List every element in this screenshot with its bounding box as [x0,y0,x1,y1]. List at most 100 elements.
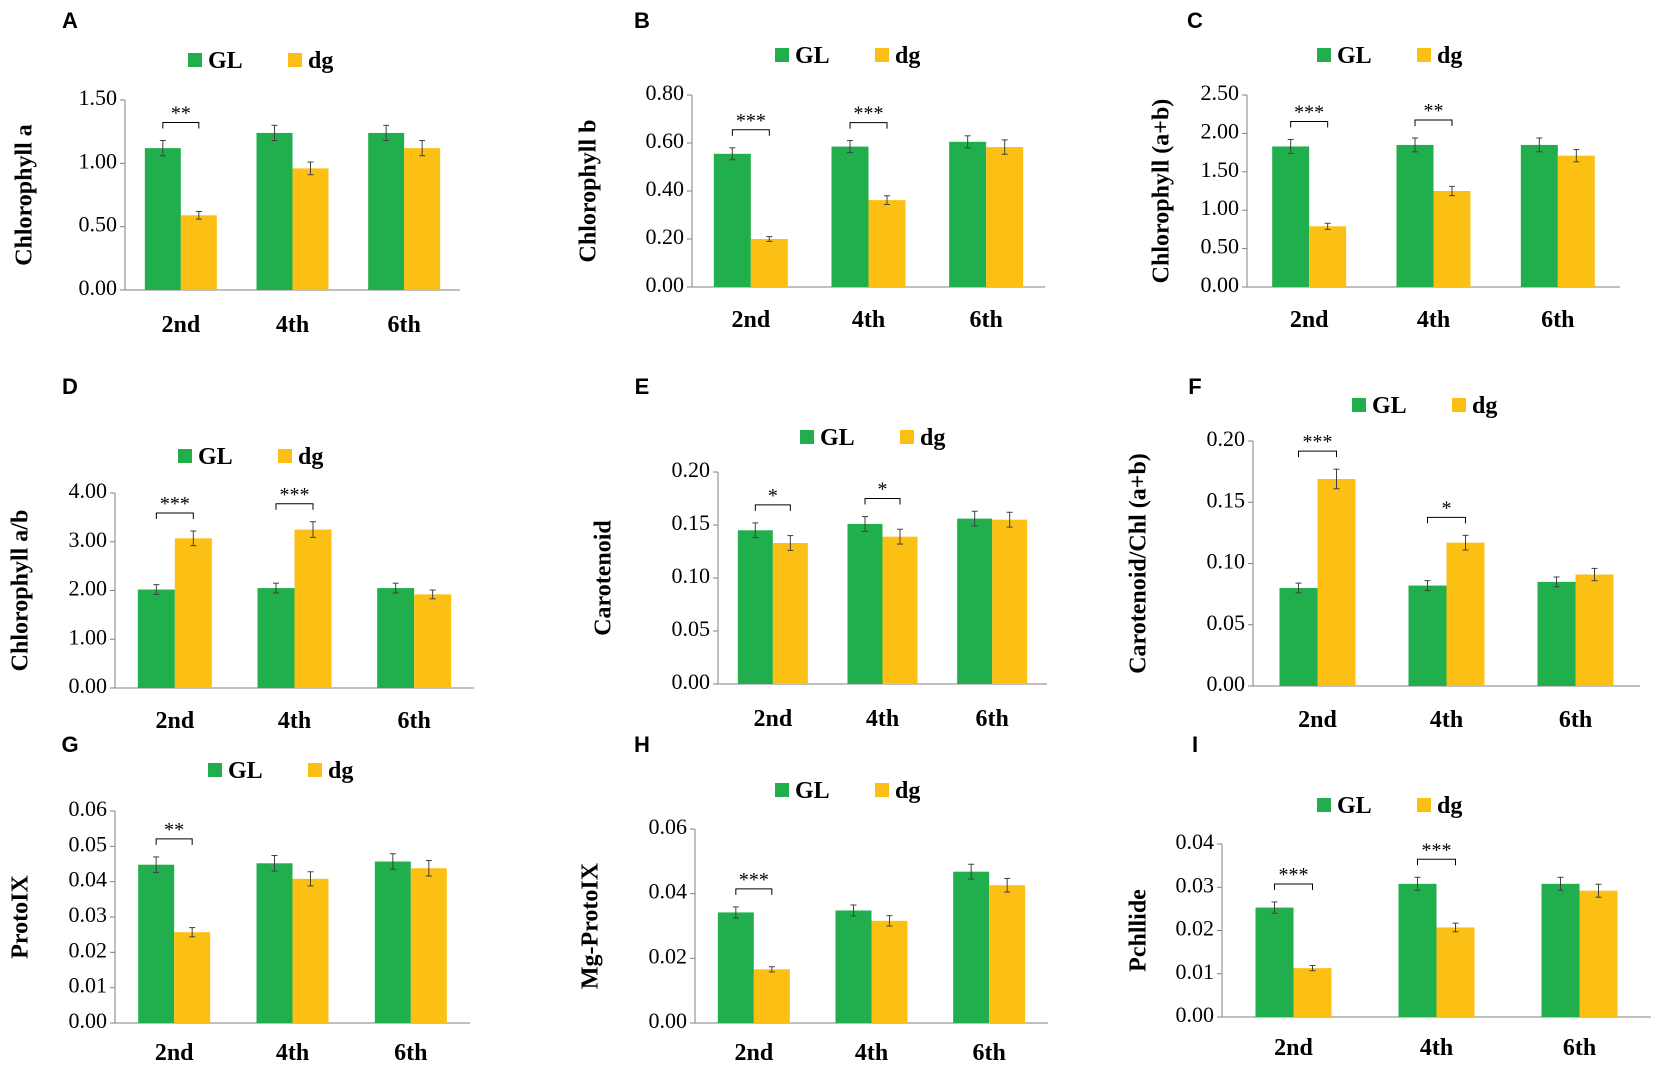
legend-swatch-gl [188,53,202,67]
bar-gl-4th [835,910,872,1023]
y-tick-label: 0.20 [672,457,711,482]
significance-bracket [1427,516,1466,524]
bar-dg-4th [868,200,906,287]
y-tick-label: 0.10 [672,563,711,588]
panel-f: F GL dg 0.00 0.05 0.10 0.15 0.20 Carotenoid/Chl … [1126,374,1640,733]
bar-gl-6th [949,141,987,287]
y-tick-label: 1.50 [1201,157,1240,182]
bar-dg-2nd [750,239,788,287]
y-axis-title: ProtoIX [8,875,34,959]
legend-label-dg: dg [1437,793,1462,819]
significance-marker: *** [1294,102,1324,124]
legend-swatch-gl [775,48,789,62]
x-tick-label: 2nd [734,1040,773,1064]
legend-swatch-dg [875,783,889,797]
y-axis-title: Mg-ProtoIX [578,862,604,989]
y-tick-label: 0.01 [69,973,108,998]
x-tick-label: 6th [969,307,1002,333]
legend-swatch-gl [1317,798,1331,812]
y-tick-label: 0.60 [646,128,685,153]
y-tick-label: 4.00 [69,478,108,503]
legend: GL dg [1317,43,1462,69]
bar-dg-2nd [772,543,808,684]
panel-letter: E [635,374,650,399]
significance-bracket [754,504,791,511]
y-tick-label: 0.15 [672,510,711,535]
significance-marker: * [768,485,778,507]
legend-swatch-dg [875,48,889,62]
y-axis-title: Chlorophyll a/b [8,510,34,672]
x-tick-label: 6th [1563,1035,1596,1061]
x-tick-label: 4th [278,708,311,734]
y-tick-label: 0.00 [79,275,118,300]
significance-marker: *** [739,869,769,891]
y-axis-title: Carotenoid [591,520,617,636]
significance-bracket [1274,883,1313,890]
legend-label-gl: GL [1372,393,1407,419]
bar-gl-2nd [137,589,175,688]
x-tick-label: 4th [276,1040,309,1064]
x-tick-label: 6th [1541,307,1574,333]
y-tick-label: 1.50 [79,85,118,110]
legend-label-gl: GL [1337,793,1372,819]
panel-letter: G [61,732,78,757]
bar-gl-2nd [138,864,175,1023]
y-tick-label: 0.03 [69,902,108,927]
y-tick-label: 0.02 [649,943,688,968]
bar-dg-6th [404,148,441,290]
y-tick-label: 0.05 [672,616,711,641]
x-tick-label: 6th [972,1040,1005,1064]
y-tick-label: 0.03 [1176,872,1215,897]
panel-i: I GL dg 0.00 0.01 0.02 0.03 0.04 Pchllide 2nd *** 4… [1126,732,1651,1061]
legend-swatch-dg [1417,48,1431,62]
legend-swatch-gl [775,783,789,797]
bar-dg-4th [882,536,918,684]
bar-gl-2nd [713,153,751,287]
bar-gl-4th [1398,883,1437,1017]
legend-label-dg: dg [895,778,920,804]
bar-gl-4th [256,132,293,290]
y-tick-label: 0.06 [69,796,108,821]
y-tick-label: 0.00 [69,673,108,698]
significance-marker: *** [160,493,190,515]
y-tick-label: 0.06 [649,814,688,839]
significance-bracket [849,122,888,129]
y-tick-label: 2.00 [1201,118,1240,143]
y-tick-label: 0.00 [1201,272,1240,297]
panel-letter: C [1187,8,1203,33]
x-tick-label: 4th [1420,1035,1453,1061]
y-tick-label: 0.05 [69,831,108,856]
panel-letter: D [62,374,78,399]
significance-marker: *** [280,484,310,506]
y-axis-title: Chlorophyll b [576,120,602,263]
bar-dg-6th [1557,155,1595,287]
bar-gl-2nd [1255,907,1294,1017]
significance-bracket [1290,121,1329,128]
x-tick-label: 2nd [1274,1035,1313,1061]
bar-gl-6th [368,132,405,290]
significance-marker: ** [164,819,184,841]
bar-gl-6th [957,518,993,684]
bar-dg-6th [414,594,452,688]
legend-label-dg: dg [920,425,945,451]
bar-gl-2nd [1279,588,1318,686]
legend-label-gl: GL [198,444,233,470]
significance-bracket [864,498,901,505]
y-tick-label: 0.40 [646,176,685,201]
panel-a: A GL dg 0.00 0.50 1.00 1.50 Chlorophyll a 2nd ** 4… [12,8,460,338]
panel-letter: I [1192,732,1198,757]
bar-dg-2nd [174,538,212,688]
bar-dg-4th [294,529,332,688]
x-tick-label: 4th [852,307,885,333]
legend-label-gl: GL [228,758,263,784]
y-tick-label: 0.50 [79,212,118,237]
x-tick-label: 2nd [753,706,792,732]
x-tick-label: 6th [975,706,1008,732]
x-tick-label: 4th [866,706,899,732]
bar-dg-4th [1446,542,1485,686]
x-tick-label: 2nd [155,708,194,734]
significance-bracket [155,838,193,845]
significance-marker: * [1442,497,1452,519]
y-tick-label: 0.00 [69,1008,108,1033]
panel-letter: A [62,8,78,33]
